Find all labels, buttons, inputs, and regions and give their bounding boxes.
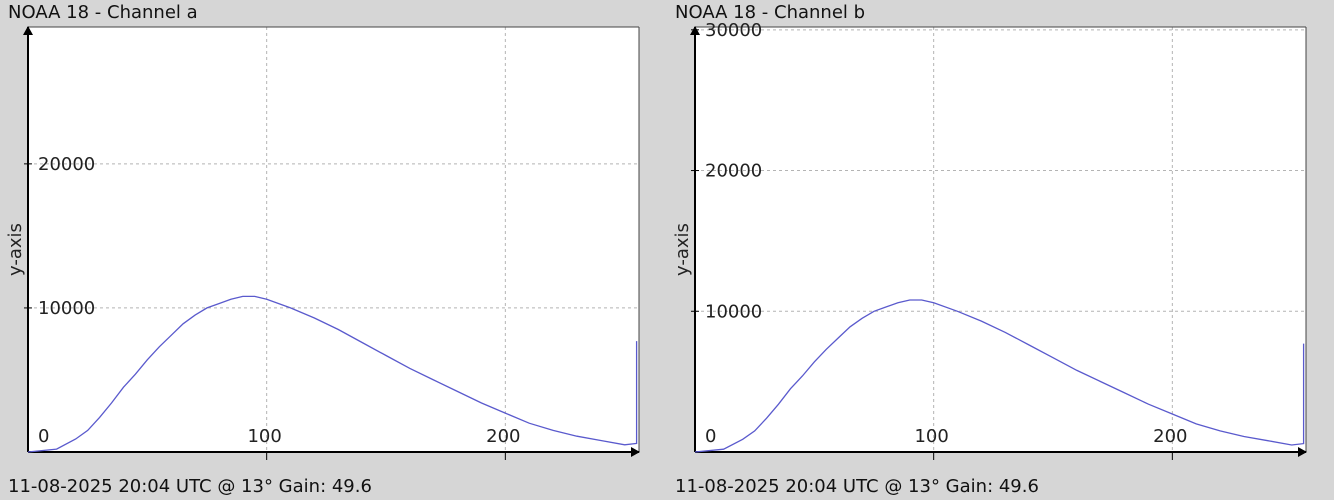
y-tick-label: 20000 — [705, 161, 762, 182]
plot-area — [28, 27, 639, 452]
chart-footer: 11-08-2025 20:04 UTC @ 13° Gain: 49.6 — [8, 476, 372, 497]
x-tick-label: 0 — [705, 426, 716, 447]
chart-svg: 0 100 200 10000 20000 30000 y-axis — [672, 20, 1307, 460]
y-axis-label: y-axis — [5, 223, 26, 276]
x-tick-label: 0 — [38, 426, 49, 447]
x-axis-arrow — [631, 447, 640, 457]
x-tick-label: 100 — [247, 426, 281, 447]
series-line — [27, 295, 638, 453]
y-axis-arrow — [23, 26, 33, 35]
chart-panel-a: NOAA 18 - Channel a 0 100 200 10000 20000 y-a… — [0, 0, 640, 500]
y-axis-arrow — [690, 26, 700, 35]
x-tick-label: 200 — [486, 426, 520, 447]
y-tick-label: 10000 — [38, 298, 95, 319]
chart-panel-b: NOAA 18 - Channel b 0 100 200 10000 20000 300… — [667, 0, 1307, 500]
y-tick-label: 10000 — [705, 301, 762, 322]
series-line — [694, 299, 1305, 453]
chart-footer: 11-08-2025 20:04 UTC @ 13° Gain: 49.6 — [675, 476, 1039, 497]
x-axis-arrow — [1298, 447, 1307, 457]
chart-svg: 0 100 200 10000 20000 y-axis — [5, 26, 640, 460]
plot-area — [695, 27, 1306, 452]
y-axis-label: y-axis — [672, 223, 693, 276]
x-tick-label: 100 — [914, 426, 948, 447]
x-tick-label: 200 — [1153, 426, 1187, 447]
chart-title: NOAA 18 - Channel b — [675, 2, 866, 23]
y-tick-label: 30000 — [705, 20, 762, 41]
chart-title: NOAA 18 - Channel a — [8, 2, 198, 23]
y-tick-label: 20000 — [38, 154, 95, 175]
